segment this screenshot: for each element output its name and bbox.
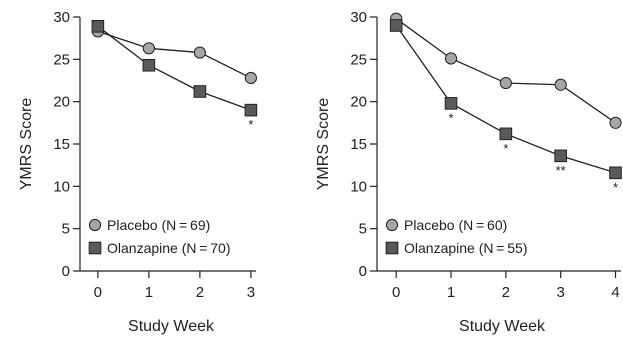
y-tick-label: 25 — [53, 51, 70, 68]
series-line-placebo — [395, 18, 616, 124]
significance-marker: * — [448, 110, 453, 125]
y-axis-label: YMRS Score — [18, 98, 35, 191]
x-tick-label: 3 — [247, 284, 255, 301]
x-tick-label: 2 — [196, 284, 204, 301]
legend-marker-placebo — [385, 218, 399, 232]
y-tick-label: 15 — [350, 136, 367, 153]
x-tick-label: 3 — [557, 284, 565, 301]
olanzapine-point — [554, 149, 567, 163]
significance-marker: * — [613, 180, 618, 195]
y-tick-label: 20 — [53, 94, 70, 111]
legend-label-olanzapine: Olanzapine (N = 70) — [107, 240, 231, 256]
legend-label-placebo: Placebo (N = 69) — [107, 217, 210, 233]
x-tick-label: 2 — [502, 284, 510, 301]
y-tick-label: 10 — [350, 178, 367, 195]
y-tick-label: 20 — [350, 94, 367, 111]
placebo-point — [444, 52, 458, 65]
x-axis-label: Study Week — [459, 318, 546, 335]
olanzapine-point — [91, 20, 105, 33]
olanzapine-point — [609, 166, 622, 180]
olanzapine-point — [444, 97, 458, 110]
x-tick-label: 0 — [392, 284, 400, 301]
significance-marker: * — [503, 141, 508, 156]
series-line-olanzapine — [97, 25, 252, 111]
olanzapine-point — [244, 103, 258, 117]
y-tick-label: 0 — [359, 263, 367, 280]
placebo-point — [244, 71, 257, 85]
y-tick-label: 30 — [53, 9, 70, 26]
y-tick-label: 30 — [350, 9, 367, 26]
y-tick-label: 5 — [62, 221, 70, 238]
y-axis-label: YMRS Score — [315, 98, 332, 191]
legend-marker-olanzapine — [385, 241, 399, 255]
x-tick-label: 1 — [447, 284, 455, 301]
y-tick-label: 5 — [359, 221, 367, 238]
x-tick-label: 1 — [145, 284, 153, 301]
y-tick-label: 15 — [53, 136, 70, 153]
placebo-point — [609, 116, 622, 129]
legend-label-placebo: Placebo (N = 60) — [404, 217, 507, 233]
y-tick-label: 25 — [350, 51, 367, 68]
x-tick-label: 0 — [94, 284, 102, 301]
x-tick-label: 4 — [611, 284, 619, 301]
x-axis-label: Study Week — [128, 318, 215, 335]
legend-marker-placebo — [88, 218, 102, 232]
placebo-point — [142, 42, 155, 55]
legend-label-olanzapine: Olanzapine (N = 55) — [404, 240, 528, 256]
olanzapine-point — [193, 85, 207, 98]
series-line-placebo — [97, 30, 252, 79]
legend-marker-olanzapine — [88, 241, 102, 255]
olanzapine-point — [499, 127, 513, 141]
placebo-point — [554, 78, 567, 91]
chart-panel-1: 0 5 10 15 20 25 30 0 1 2 3 Study Week YMRS Score * Pla… — [18, 9, 258, 335]
significance-marker: * — [248, 117, 253, 132]
placebo-point — [499, 76, 512, 90]
significance-marker: ** — [556, 163, 566, 178]
y-tick-label: 10 — [53, 178, 70, 195]
olanzapine-point — [142, 58, 156, 72]
placebo-point — [193, 46, 206, 59]
y-tick-label: 0 — [62, 263, 70, 280]
olanzapine-point — [389, 19, 403, 32]
